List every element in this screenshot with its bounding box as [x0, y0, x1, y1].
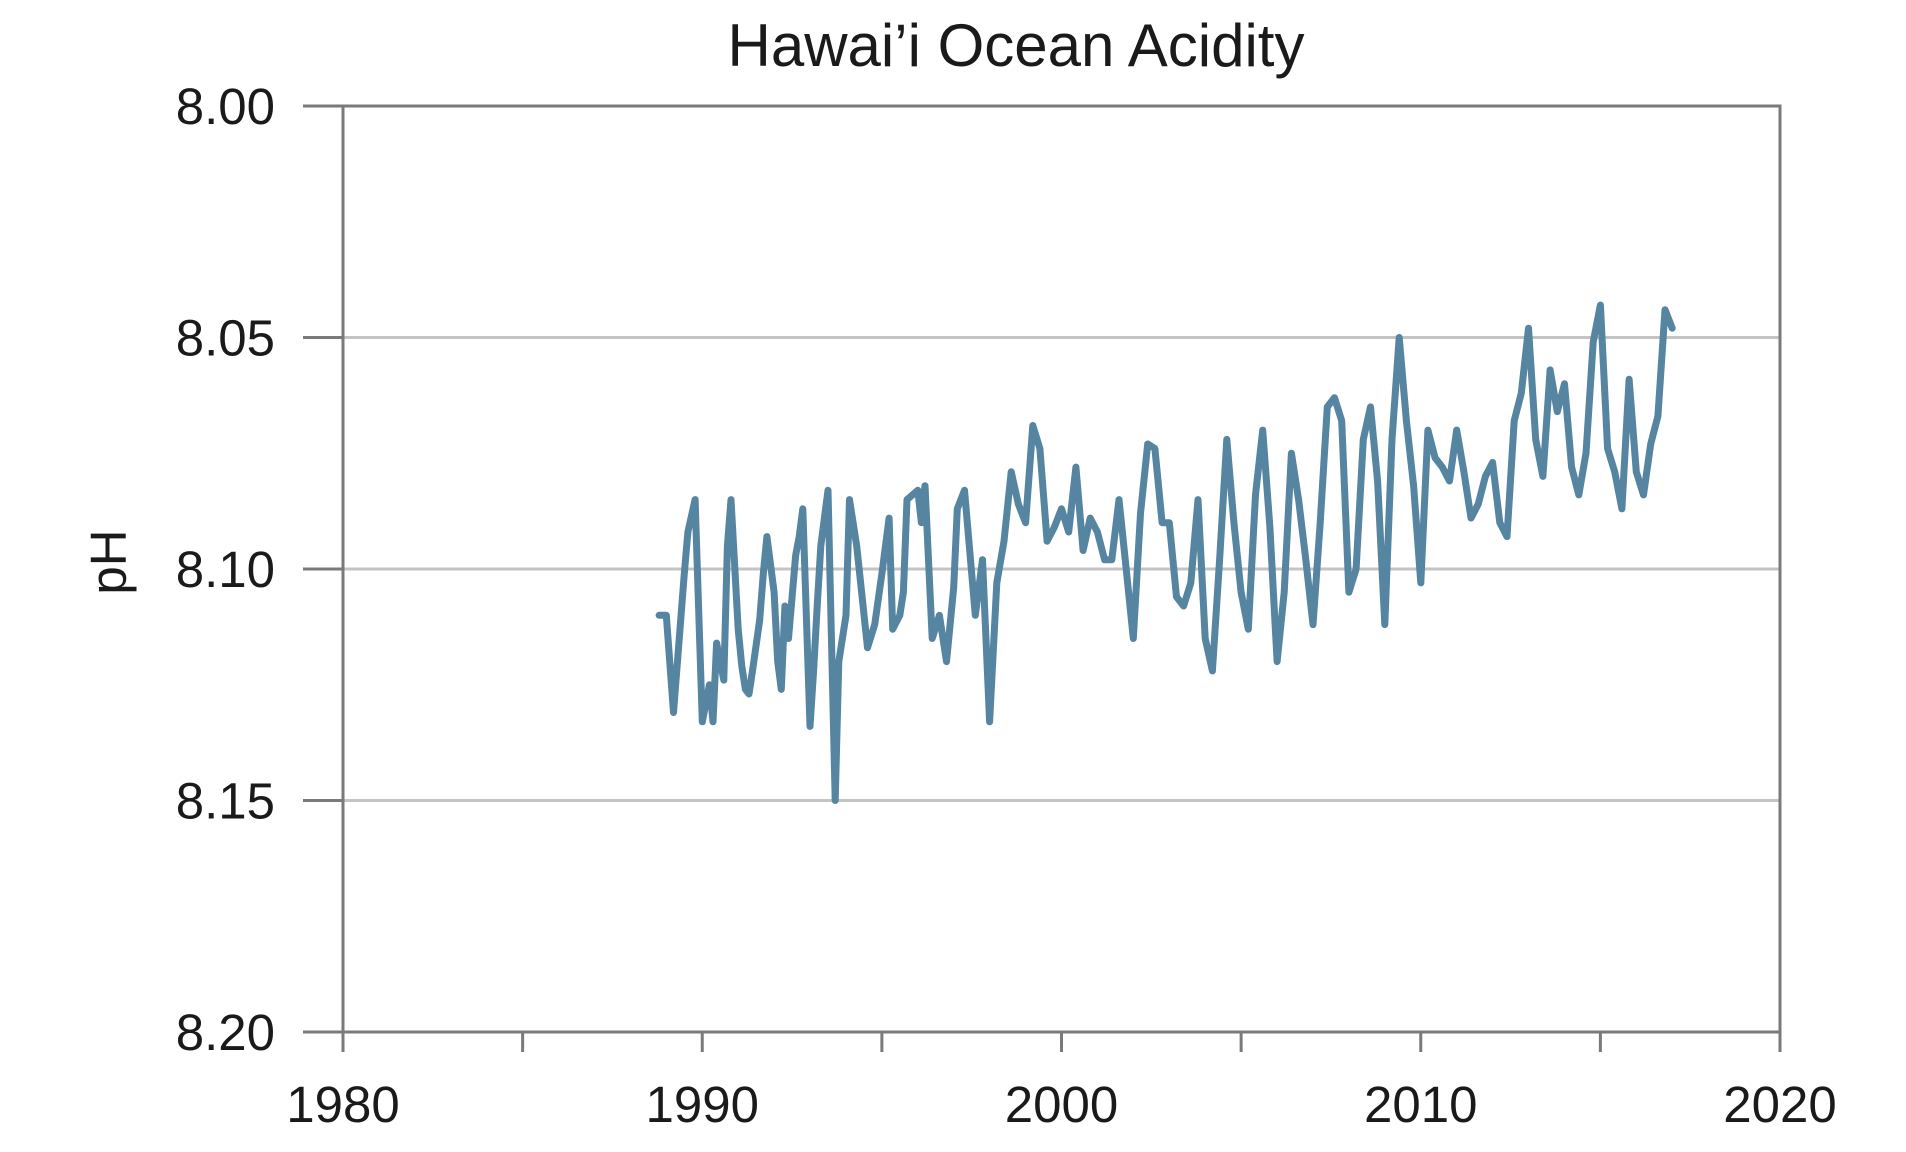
y-tick-label: 8.15 [176, 773, 275, 830]
x-tick-label: 1980 [286, 1076, 399, 1133]
y-tick-label: 8.00 [176, 78, 275, 135]
x-tick-label: 2010 [1364, 1076, 1477, 1133]
y-axis: 8.00 8.05 8.10 8.15 8.20 [176, 78, 343, 1061]
y-tick-label: 8.20 [176, 1004, 275, 1061]
x-tick-label: 1990 [646, 1076, 759, 1133]
x-tick-label: 2020 [1723, 1076, 1836, 1133]
chart-title: Hawai’i Ocean Acidity [728, 12, 1305, 79]
y-tick-label: 8.10 [176, 541, 275, 598]
series-line-ph [655, 301, 1676, 804]
grid-lines [343, 336, 1780, 802]
series-layer [655, 301, 1676, 804]
x-tick-label: 2000 [1005, 1076, 1118, 1133]
y-tick-label: 8.05 [176, 310, 275, 367]
y-axis-label: pH [80, 529, 137, 594]
x-axis: 1980 1990 2000 2010 2020 [286, 1032, 1837, 1133]
